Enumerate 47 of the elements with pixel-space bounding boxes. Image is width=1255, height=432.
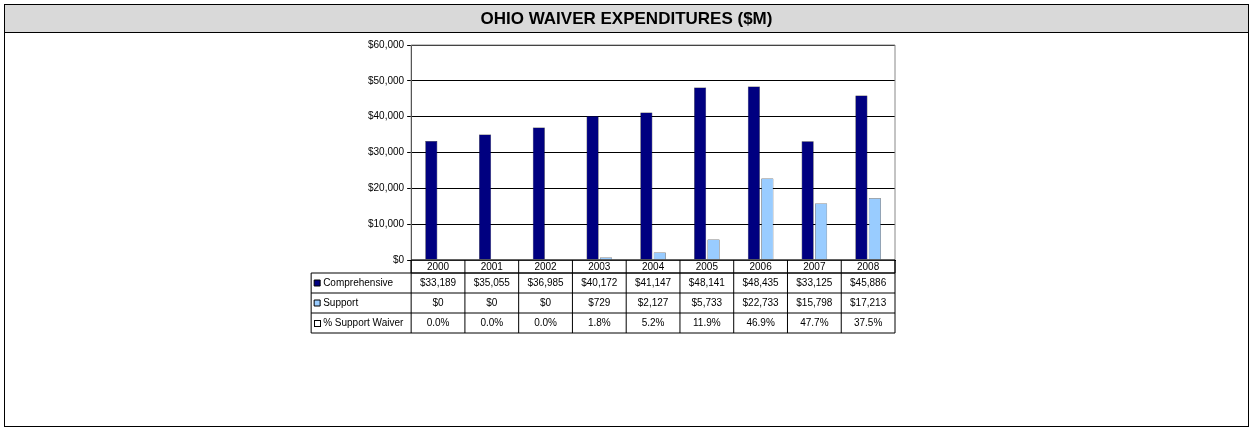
text: 1.8% xyxy=(587,316,611,328)
text: 5.2% xyxy=(641,316,665,328)
x-tick-label: 2002 xyxy=(534,260,558,272)
text: 0.0% xyxy=(534,316,558,328)
data-label: $41,147 xyxy=(635,276,672,288)
y-tick-label: $10,000 xyxy=(367,217,405,229)
text: 47.7% xyxy=(800,316,829,328)
x-tick-label: 2006 xyxy=(749,260,773,272)
x-tick-label: 2001 xyxy=(480,260,504,272)
chart-title: OHIO WAIVER EXPENDITURES ($M) xyxy=(5,5,1248,33)
x-tick-label: 2000 xyxy=(426,260,450,272)
data-label: $36,985 xyxy=(527,276,565,288)
data-label: $33,189 xyxy=(419,276,457,288)
text: 0.0% xyxy=(426,316,450,328)
x-tick-label: 2007 xyxy=(803,260,826,272)
y-tick-label: $30,000 xyxy=(367,146,405,158)
data-label: $0 xyxy=(486,296,498,308)
legend-label: Comprehensive xyxy=(323,276,394,288)
data-label: $15,798 xyxy=(796,296,833,308)
text: 0.0% xyxy=(480,316,504,328)
data-label: $2,127 xyxy=(637,296,669,308)
text: 11.9% xyxy=(693,316,721,328)
data-label: $45,886 xyxy=(850,276,887,288)
x-tick-label: 2003 xyxy=(588,260,611,272)
y-tick-label: $40,000 xyxy=(367,110,405,122)
data-label: $35,055 xyxy=(473,276,511,288)
data-label: $40,172 xyxy=(581,276,618,288)
data-label: $17,213 xyxy=(850,296,887,308)
data-label: $0 xyxy=(539,296,552,308)
x-tick-label: 2008 xyxy=(856,260,880,272)
text: 37.5% xyxy=(853,316,883,328)
y-tick-label: $0 xyxy=(393,253,405,265)
y-tick-label: $20,000 xyxy=(367,182,405,194)
x-tick-label: 2005 xyxy=(695,260,719,272)
data-label: $33,125 xyxy=(796,276,833,288)
data-label: $22,733 xyxy=(742,296,780,308)
data-label: $48,141 xyxy=(688,276,726,288)
data-label: $5,733 xyxy=(691,296,723,308)
y-tick-label: $50,000 xyxy=(367,74,405,86)
data-label: $729 xyxy=(588,296,611,308)
y-tick-label: $60,000 xyxy=(367,38,405,50)
data-label: $0 xyxy=(432,296,445,308)
x-tick-label: 2004 xyxy=(641,260,665,272)
text: 46.9% xyxy=(746,316,775,328)
legend-label: Support xyxy=(323,296,359,308)
text: % Support Waiver xyxy=(323,316,405,328)
data-label: $48,435 xyxy=(742,276,780,288)
